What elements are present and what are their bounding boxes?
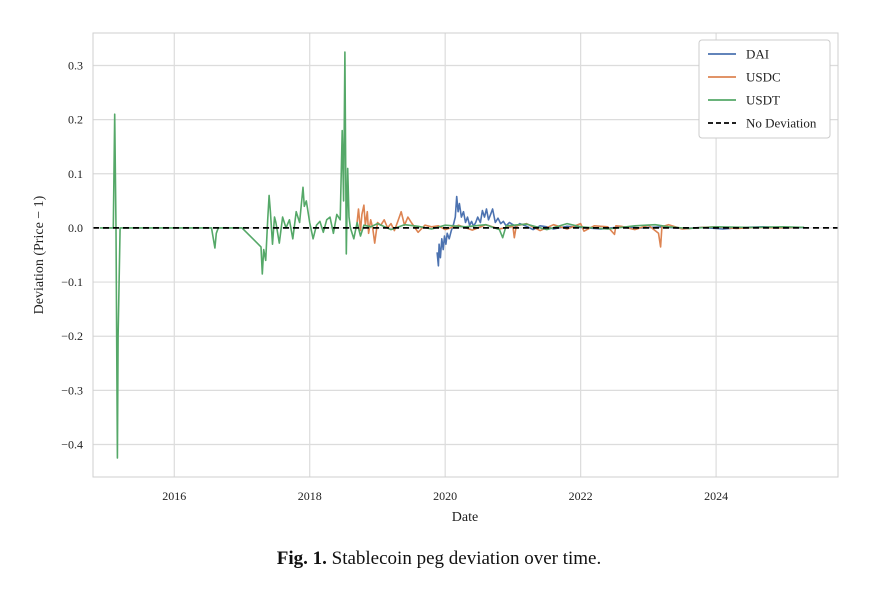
y-tick-labels: 0.3 0.2 0.1 0.0 −0.1 −0.2 −0.3 −0.4 (61, 58, 83, 451)
series-line-usdc (356, 204, 798, 248)
y-tick-label: −0.1 (61, 275, 83, 289)
x-tick-label: 2024 (704, 489, 728, 503)
legend-label: USDC (746, 70, 781, 85)
y-tick-label: 0.3 (68, 58, 83, 72)
figure-label: Fig. 1. (276, 548, 327, 569)
x-tick-label: 2020 (433, 489, 457, 503)
chart: 2016 2018 2020 2022 2024 0.3 0.2 0.1 0.0 −0.1 −0.… (32, 32, 839, 525)
y-tick-label: 0.1 (68, 167, 83, 181)
plot-frame (92, 32, 839, 478)
legend-label: No Deviation (746, 116, 817, 131)
legend-label: DAI (746, 47, 769, 62)
figure-caption: Fig. 1. Stablecoin peg deviation over ti… (0, 548, 878, 570)
y-tick-label: −0.4 (61, 438, 83, 452)
y-tick-label: 0.0 (68, 221, 83, 235)
x-tick-label: 2022 (569, 489, 593, 503)
series-layer (93, 51, 838, 459)
y-tick-label: −0.3 (61, 383, 83, 397)
caption-text: Stablecoin peg deviation over time. (326, 548, 602, 569)
y-axis-label: Deviation (Price − 1) (32, 195, 47, 314)
x-tick-labels: 2016 2018 2020 2022 2024 (162, 489, 728, 503)
legend-box (698, 39, 831, 139)
y-tick-label: 0.2 (68, 113, 83, 127)
legend: DAI USDC USDT No Deviation (698, 39, 831, 139)
x-tick-label: 2016 (162, 489, 186, 503)
y-tick-label: −0.2 (61, 329, 83, 343)
x-axis-label: Date (452, 510, 478, 525)
x-tick-label: 2018 (298, 489, 322, 503)
legend-label: USDT (746, 93, 780, 108)
